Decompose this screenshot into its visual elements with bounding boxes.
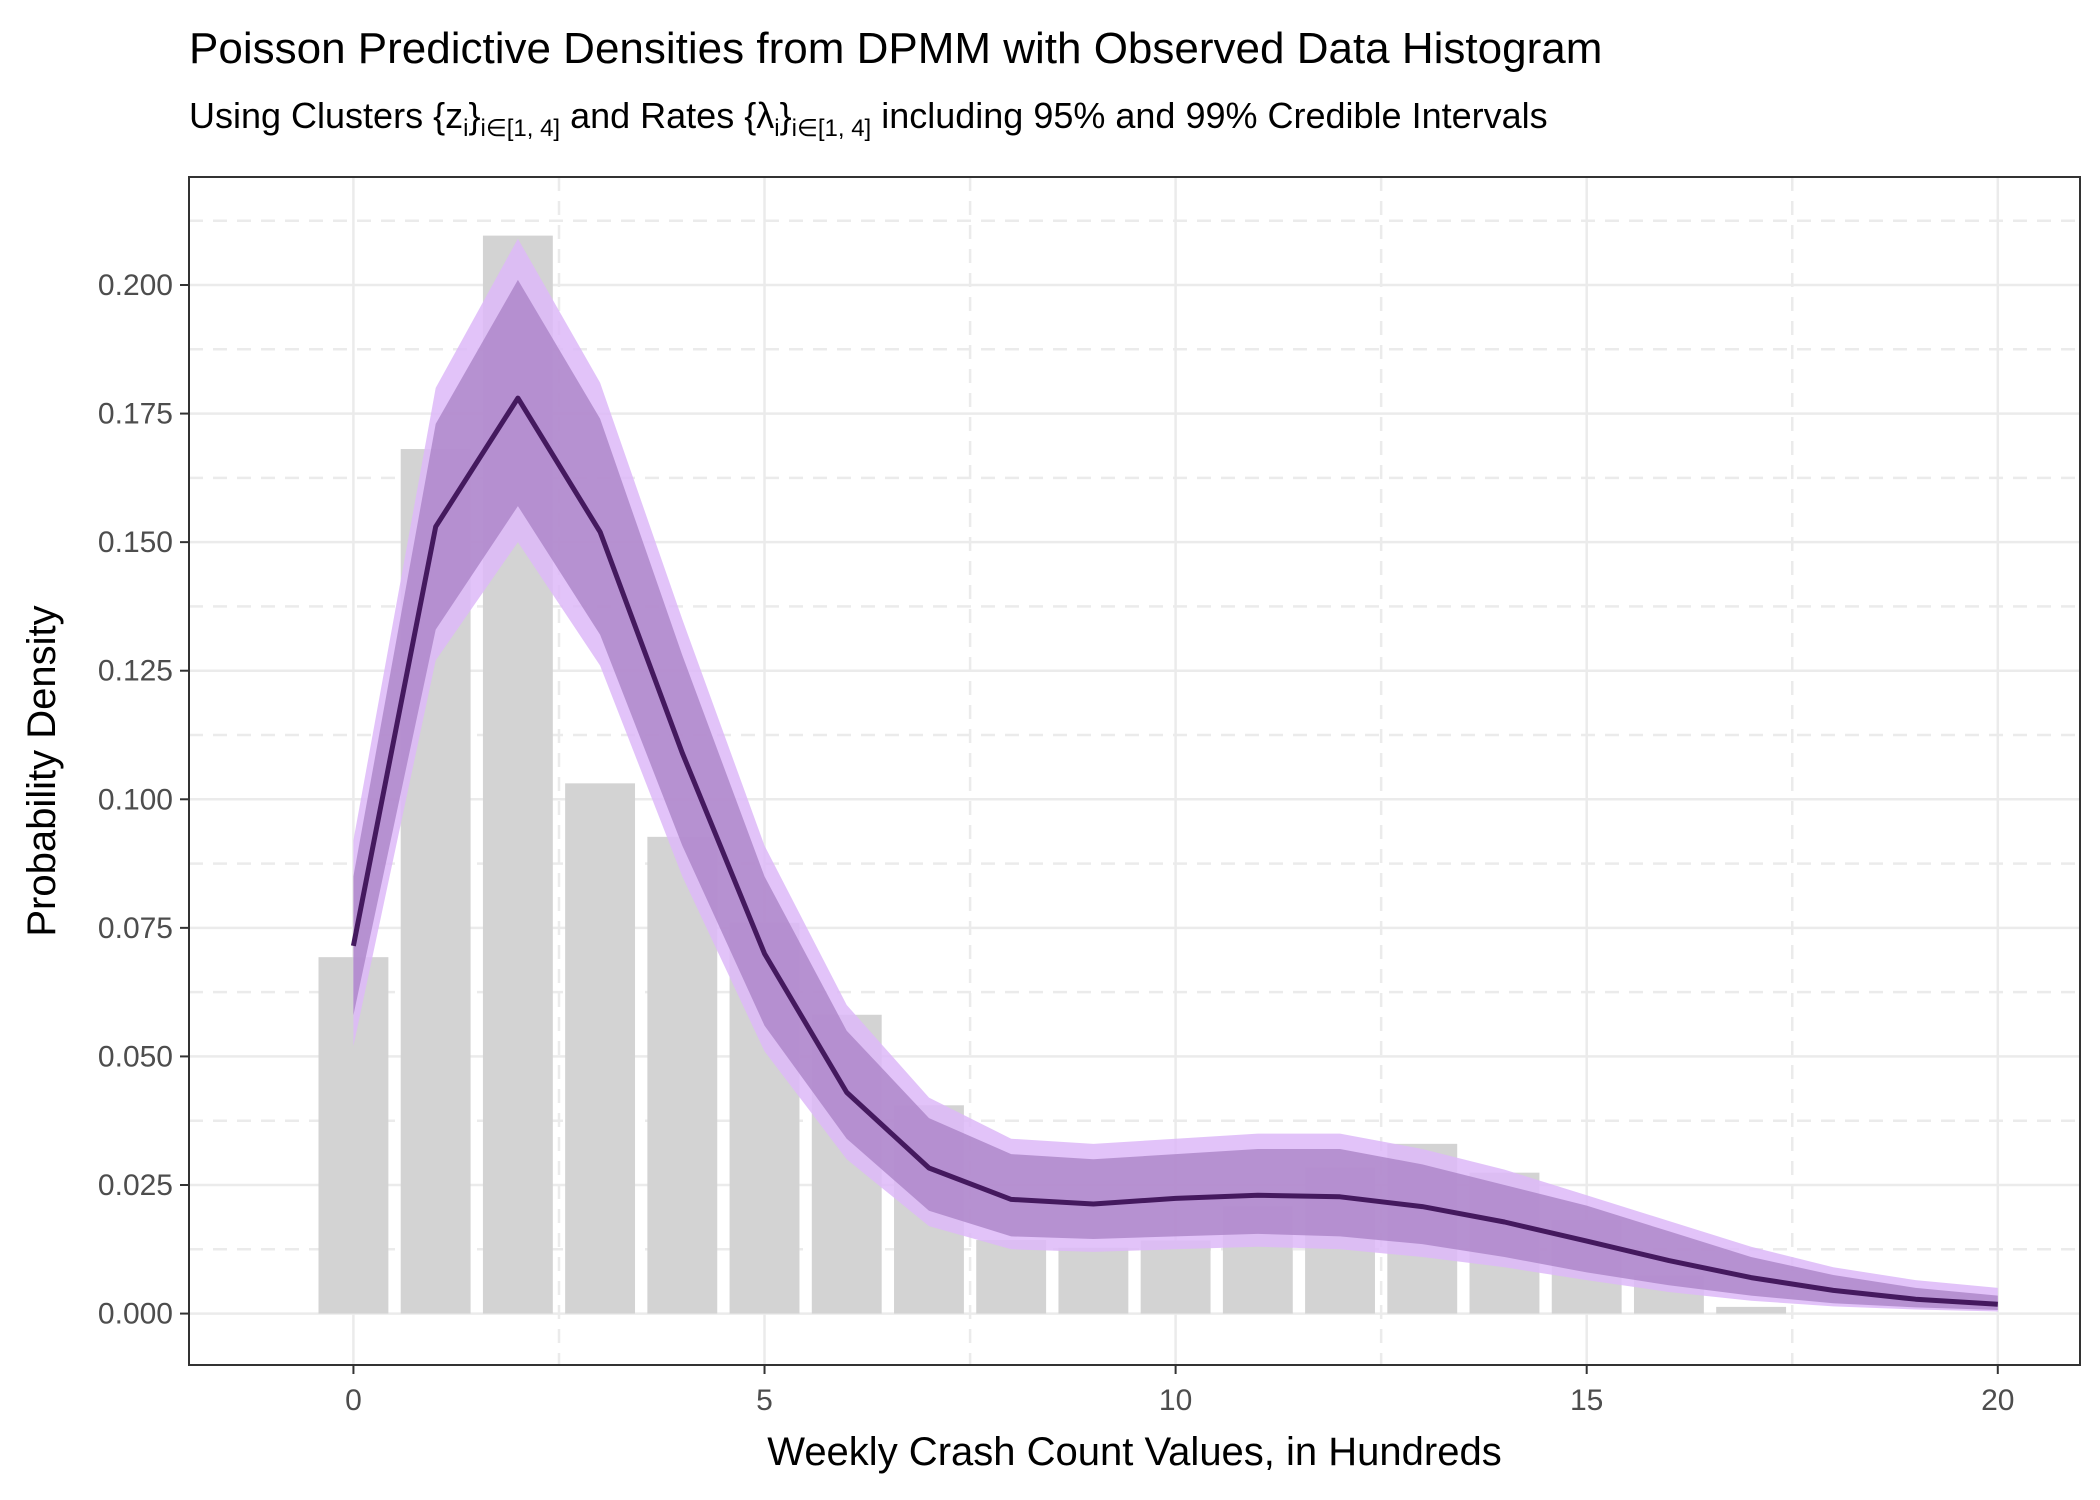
y-tick-label: 0.175 bbox=[98, 398, 173, 431]
subtitle-text: } bbox=[779, 95, 792, 136]
subtitle-text: and Rates {λ bbox=[560, 95, 775, 136]
y-tick-label: 0.200 bbox=[98, 269, 173, 302]
y-tick-label: 0.075 bbox=[98, 912, 173, 945]
subtitle-text: } bbox=[468, 95, 481, 136]
y-axis-title: Probability Density bbox=[20, 605, 64, 936]
subtitle-text: including 95% and 99% Credible Intervals bbox=[871, 95, 1548, 136]
ci99-band bbox=[353, 238, 1998, 1312]
y-tick-label: 0.025 bbox=[98, 1169, 173, 1202]
x-tick-label: 5 bbox=[756, 1384, 773, 1417]
chart-subtitle: Using Clusters {zi}i∈[1, 4] and Rates {λ… bbox=[189, 95, 1548, 143]
x-tick-label: 0 bbox=[345, 1384, 362, 1417]
histogram-bars bbox=[318, 235, 1787, 1314]
histogram-bar bbox=[976, 1240, 1047, 1314]
y-tick-label: 0.125 bbox=[98, 655, 173, 688]
x-axis-ticks: 0 5 10 15 20 bbox=[345, 1365, 2014, 1417]
y-tick-label: 0.000 bbox=[98, 1298, 173, 1331]
subtitle-text: Using Clusters {z bbox=[189, 95, 464, 136]
y-tick-label: 0.100 bbox=[98, 783, 173, 816]
density-line-group bbox=[350, 395, 1998, 1307]
x-tick-label: 15 bbox=[1570, 1384, 1603, 1417]
x-axis-title: Weekly Crash Count Values, in Hundreds bbox=[767, 1430, 1501, 1474]
credible-interval-bands bbox=[353, 238, 1998, 1312]
y-axis-ticks: 0.000 0.025 0.050 0.075 0.100 0.125 0.150 0.175… bbox=[98, 269, 189, 1331]
x-tick-label: 10 bbox=[1159, 1384, 1192, 1417]
subtitle-subscript: i∈[1, 4] bbox=[480, 115, 561, 142]
subtitle-subscript: i bbox=[774, 115, 780, 142]
histogram-bar bbox=[565, 783, 636, 1314]
density-mean-line bbox=[350, 395, 1998, 1307]
x-tick-label: 20 bbox=[1981, 1384, 2014, 1417]
histogram-bar bbox=[1140, 1240, 1211, 1314]
chart-title: Poisson Predictive Densities from DPMM w… bbox=[189, 24, 1603, 73]
histogram-bar bbox=[1716, 1306, 1787, 1314]
subtitle-subscript: i∈[1, 4] bbox=[791, 115, 872, 142]
y-tick-label: 0.050 bbox=[98, 1040, 173, 1073]
subtitle-subscript: i bbox=[463, 115, 469, 142]
panel-border bbox=[188, 176, 2081, 1366]
y-tick-label: 0.150 bbox=[98, 526, 173, 559]
histogram-bar bbox=[1058, 1247, 1129, 1314]
ci95-band bbox=[353, 279, 1998, 1310]
